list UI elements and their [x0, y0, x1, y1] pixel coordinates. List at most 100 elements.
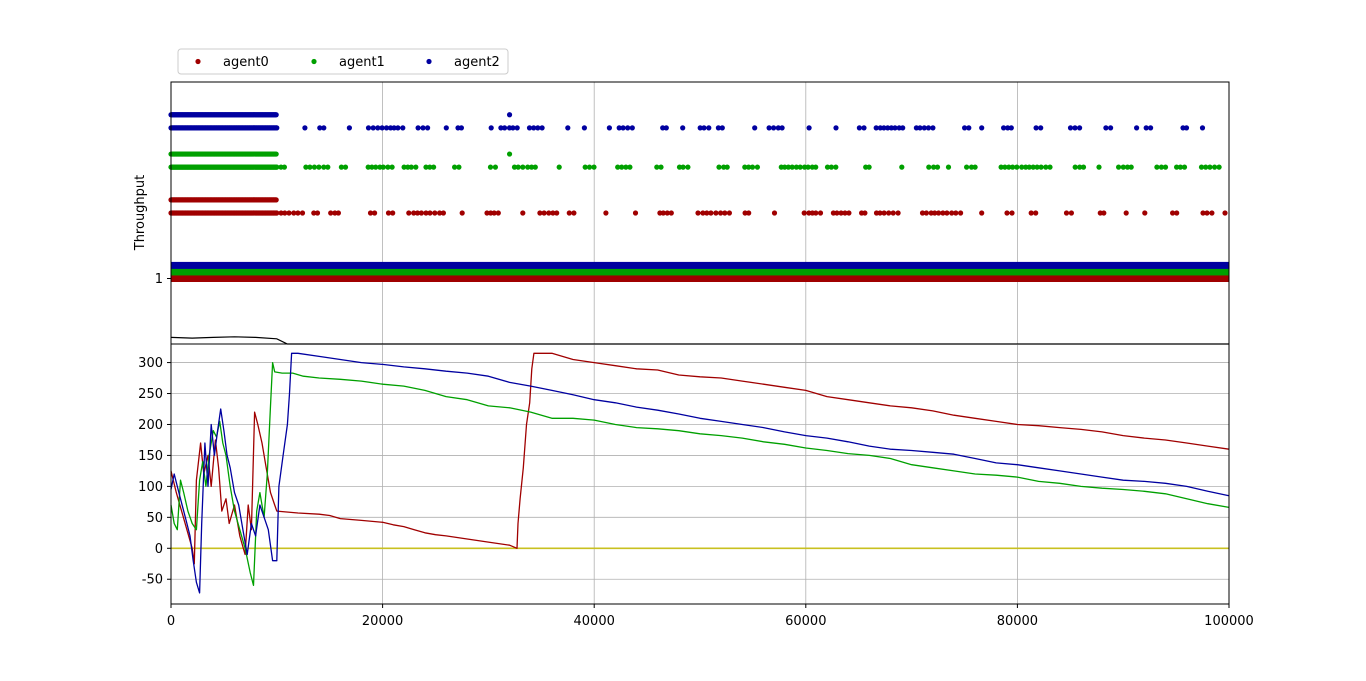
point-agent1	[931, 164, 937, 170]
point-agent0	[414, 210, 421, 216]
point-agent1	[456, 164, 462, 170]
point-agent0	[418, 210, 424, 216]
point-agent2	[1038, 125, 1044, 131]
point-agent0	[944, 210, 950, 216]
line-panel: -50 0 50 100 150 200 250 300 0 20000 40000 60000 800…	[138, 343, 1254, 629]
point-agent2	[606, 125, 613, 131]
point-agent0	[295, 210, 301, 216]
point-agent0	[704, 210, 710, 216]
point-agent0	[877, 210, 883, 216]
point-agent1	[1177, 164, 1183, 170]
point-agent2	[779, 125, 785, 131]
point-agent2	[365, 125, 372, 131]
point-agent1	[316, 164, 322, 170]
point-agent2	[833, 125, 839, 131]
point-agent2	[526, 125, 533, 131]
point-agent1	[506, 151, 513, 157]
point-agent0	[437, 210, 443, 216]
point-agent2	[1001, 125, 1007, 131]
point-agent1	[385, 164, 391, 170]
point-agent1	[401, 164, 407, 170]
point-agent1	[413, 164, 419, 170]
point-agent2	[979, 125, 985, 131]
point-agent2	[375, 125, 381, 131]
point-agent1	[1072, 164, 1078, 170]
bottom-ytick-label: -50	[142, 573, 163, 588]
point-agent2	[400, 125, 406, 131]
point-agent0	[603, 210, 609, 216]
line-agent2	[170, 352, 1230, 594]
bottom-ytick-label: 100	[138, 480, 163, 495]
point-agent2	[913, 125, 920, 131]
point-agent1	[789, 164, 795, 170]
point-agent0	[953, 210, 959, 216]
point-agent1	[972, 164, 978, 170]
point-agent2	[395, 125, 401, 131]
point-agent0	[1009, 210, 1015, 216]
point-agent1	[1203, 164, 1209, 170]
point-agent1	[716, 164, 722, 170]
point-agent0	[1209, 210, 1215, 216]
point-agent1	[1198, 164, 1205, 170]
point-agent1	[1181, 164, 1188, 170]
bottom-frame	[170, 343, 1230, 605]
point-agent2	[873, 125, 879, 131]
y-axis-label: Throughput	[133, 175, 148, 252]
point-agent2	[370, 125, 376, 131]
point-agent0	[427, 210, 433, 216]
point-agent1	[487, 164, 494, 170]
point-agent0	[411, 210, 417, 216]
point-agent1	[1174, 164, 1180, 170]
point-agent2	[1199, 125, 1206, 131]
legend: agent0 agent1 agent2	[177, 48, 509, 75]
point-agent2	[620, 125, 626, 131]
point-agent0	[423, 210, 429, 216]
point-agent2	[488, 125, 494, 131]
point-agent0	[632, 210, 639, 216]
point-agent1	[520, 164, 526, 170]
point-agent0	[846, 210, 852, 216]
point-agent0	[886, 210, 892, 216]
point-agent1	[749, 164, 756, 170]
point-agent1	[1154, 164, 1160, 170]
point-agent2	[771, 125, 777, 131]
point-agent0	[273, 197, 279, 203]
point-agent1	[325, 164, 331, 170]
point-agent1	[281, 164, 287, 170]
point-agent2	[1103, 125, 1109, 131]
point-agent1	[793, 164, 800, 170]
point-agent0	[1068, 210, 1074, 216]
point-agent2	[317, 125, 323, 131]
line-agent0	[170, 352, 1230, 565]
point-agent1	[369, 164, 375, 170]
point-agent1	[945, 164, 952, 170]
point-agent0	[299, 210, 306, 216]
point-agent0	[936, 210, 942, 216]
point-agent2	[616, 125, 622, 131]
point-agent0	[708, 210, 714, 216]
point-agent2	[680, 125, 686, 131]
point-agent0	[406, 210, 412, 216]
bottom-trace	[170, 336, 1229, 345]
point-agent2	[625, 125, 631, 131]
point-agent1	[824, 164, 831, 170]
bottom-ytick-label: 0	[155, 542, 163, 557]
point-agent1	[1023, 164, 1029, 170]
point-agent0	[440, 210, 446, 216]
point-agent0	[862, 210, 868, 216]
point-agent2	[1072, 125, 1078, 131]
point-agent0	[372, 210, 378, 216]
point-agent0	[742, 210, 748, 216]
point-agent1	[680, 164, 686, 170]
point-agent0	[566, 210, 572, 216]
point-agent2	[531, 125, 537, 131]
point-agent0	[958, 210, 964, 216]
point-agent0	[335, 210, 341, 216]
point-agent1	[427, 164, 433, 170]
point-agent1	[1026, 164, 1032, 170]
point-agent1	[1034, 164, 1040, 170]
point-agent2	[861, 125, 867, 131]
xtick-label: 100000	[1204, 614, 1254, 629]
point-agent1	[492, 164, 498, 170]
point-agent2	[1077, 125, 1083, 131]
